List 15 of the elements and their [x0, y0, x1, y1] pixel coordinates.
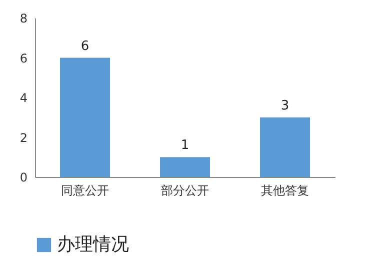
x-tick-label: 其他答复 — [261, 184, 309, 198]
y-tick-label: 6 — [20, 51, 28, 66]
data-label: 6 — [80, 38, 90, 54]
bar — [260, 117, 310, 177]
y-tick-label: 0 — [20, 170, 28, 184]
bar — [60, 58, 110, 177]
bar — [160, 157, 210, 177]
data-label: 1 — [180, 138, 190, 154]
data-label: 3 — [280, 98, 290, 114]
x-tick-label: 同意公开 — [61, 184, 109, 198]
y-tick-label: 8 — [20, 12, 28, 26]
y-tick-label: 4 — [20, 91, 28, 105]
legend-label: 办理情况 — [57, 234, 129, 255]
y-tick-label: 2 — [20, 130, 28, 145]
x-tick-label: 部分公开 — [161, 184, 209, 198]
